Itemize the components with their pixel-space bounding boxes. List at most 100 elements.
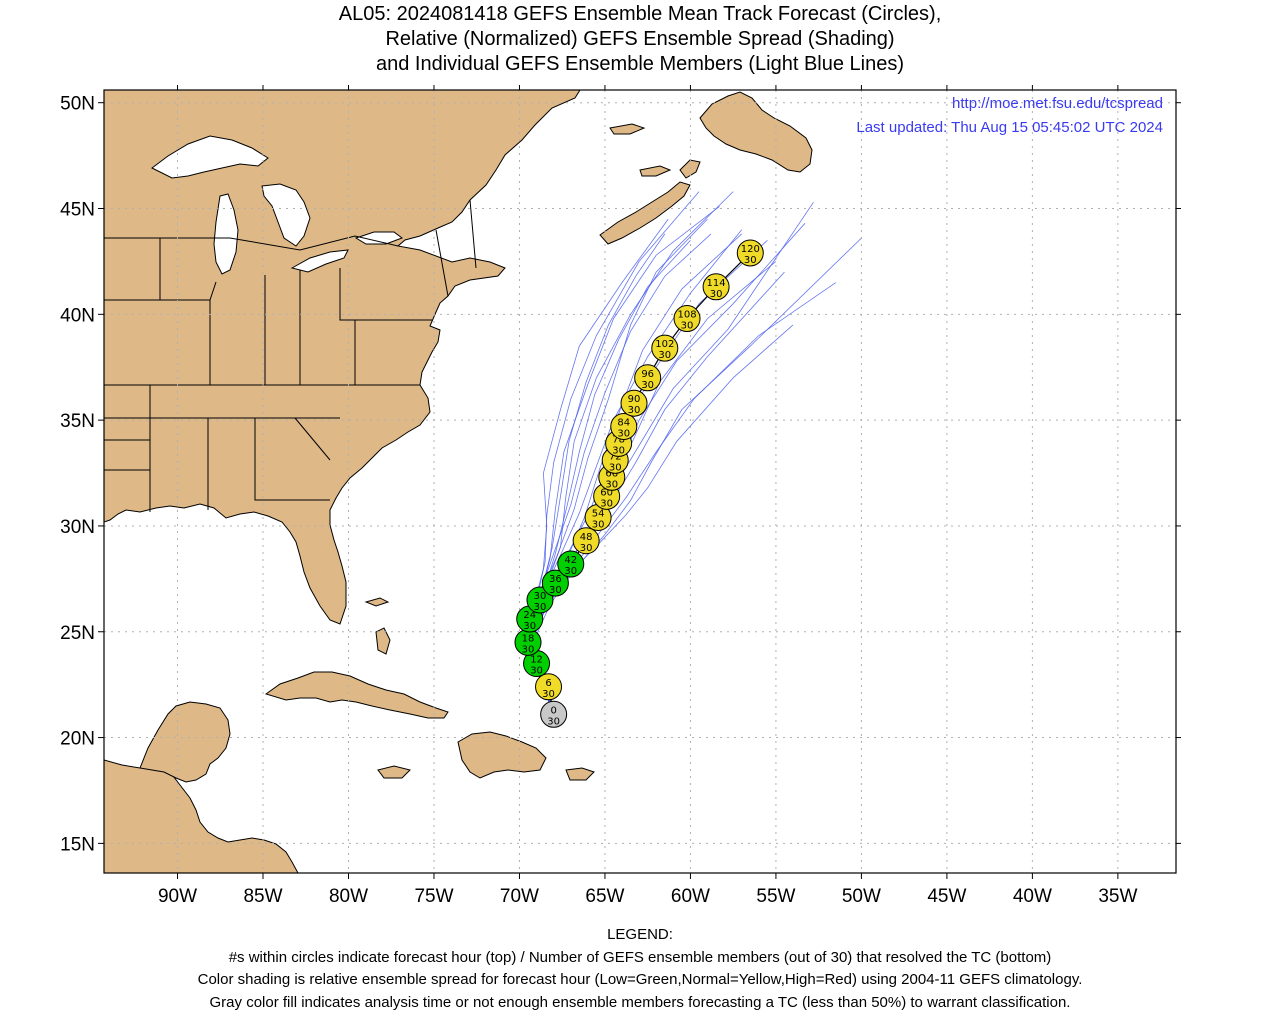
track-hour: 30: [534, 591, 547, 602]
lake-ontario: [354, 231, 404, 245]
track-circle: [526, 586, 554, 614]
lat-tick-label: 40N: [60, 305, 95, 326]
jamaica: [377, 765, 411, 779]
track-members: 30: [580, 543, 593, 554]
track-members: 30: [600, 498, 613, 509]
credit-updated: Last updated: Thu Aug 15 05:45:02 UTC 20…: [856, 119, 1163, 136]
track-hour: 54: [592, 508, 605, 519]
great-lakes: [151, 135, 404, 275]
track-circle: [651, 334, 679, 362]
track-hour: 114: [707, 278, 726, 289]
lon-tick-label: 80W: [329, 886, 368, 907]
legend-line-1: #s within circles indicate forecast hour…: [228, 948, 1052, 966]
track-members: 30: [609, 462, 622, 473]
andros-island: [375, 627, 391, 655]
track-members: 30: [617, 428, 630, 439]
track-hour: 102: [655, 339, 674, 350]
yucatan-landmass: [139, 701, 231, 783]
axis-ticks: 90W 85W 80W 75W 70W 65W 60W 55W 50W 45W 40W 35W 50N 4…: [60, 85, 1181, 907]
track-members: 30: [534, 602, 547, 613]
track-hour: 24: [523, 610, 536, 621]
newfoundland: [699, 91, 813, 173]
track-hour: 6: [545, 678, 551, 689]
track-circle: [610, 412, 638, 440]
track-circle: [572, 527, 600, 555]
track-hour: 78: [612, 434, 625, 445]
mean-track: 0306301230183024303030363042304830543060…: [514, 239, 764, 728]
title-line-2: Relative (Normalized) GEFS Ensemble Spre…: [385, 28, 895, 50]
track-hour: 108: [677, 310, 696, 321]
track-point: 630: [535, 673, 563, 701]
map-title: AL05: 2024081418 GEFS Ensemble Mean Trac…: [0, 2, 1280, 77]
track-circle: [736, 239, 764, 267]
track-members: 30: [681, 321, 694, 332]
lon-tick-label: 50W: [842, 886, 881, 907]
lat-tick-label: 35N: [60, 411, 95, 432]
track-hour: 60: [600, 487, 613, 498]
legend: LEGEND: #s within circles indicate forec…: [0, 924, 1280, 1014]
track-members: 30: [641, 380, 654, 391]
puerto-rico: [565, 767, 595, 781]
track-hour: 96: [641, 369, 654, 380]
lat-tick-label: 30N: [60, 517, 95, 538]
credit-url: http://moe.met.fsu.edu/tcspread: [952, 95, 1163, 112]
political-boundaries: [104, 199, 477, 512]
lon-tick-label: 45W: [927, 886, 966, 907]
track-circle: [702, 273, 730, 301]
lon-tick-label: 60W: [671, 886, 710, 907]
title-line-1: AL05: 2024081418 GEFS Ensemble Mean Trac…: [338, 3, 942, 25]
track-members: 30: [564, 566, 577, 577]
lat-tick-label: 15N: [60, 834, 95, 855]
track-circle: [540, 700, 568, 728]
lon-tick-label: 85W: [243, 886, 282, 907]
track-circle: [673, 305, 701, 333]
track-hour: 66: [605, 468, 618, 479]
lat-tick-label: 50N: [60, 94, 95, 115]
track-hour: 42: [564, 555, 577, 566]
track-circle: [634, 364, 662, 392]
nova-scotia: [599, 181, 691, 245]
lon-tick-label: 55W: [756, 886, 795, 907]
track-members: 30: [628, 405, 641, 416]
lat-tick-label: 25N: [60, 623, 95, 644]
lon-tick-label: 70W: [500, 886, 539, 907]
anticosti: [609, 123, 646, 135]
track-circle: [541, 569, 569, 597]
track-hour: 36: [549, 574, 562, 585]
legend-line-2: Color shading is relative ensemble sprea…: [197, 971, 1083, 988]
pei: [639, 165, 672, 177]
lon-tick-label: 40W: [1013, 886, 1052, 907]
lake-michigan: [213, 193, 239, 275]
track-members: 30: [605, 479, 618, 490]
lat-tick-label: 45N: [60, 200, 95, 221]
track-members: 30: [592, 519, 605, 530]
track-members: 30: [710, 289, 723, 300]
track-members: 30: [523, 621, 536, 632]
lon-tick-label: 65W: [585, 886, 624, 907]
track-hour: 0: [550, 705, 556, 716]
hispaniola: [457, 731, 547, 779]
track-hour: 18: [522, 633, 535, 644]
lake-erie: [290, 249, 349, 273]
track-hour: 90: [628, 394, 641, 405]
map-frame: [103, 89, 1177, 874]
legend-line-3: Gray color fill indicates analysis time …: [209, 993, 1071, 1011]
cuba: [264, 671, 449, 719]
track-members: 30: [549, 585, 562, 596]
track-hour: 12: [530, 654, 543, 665]
lon-tick-label: 75W: [414, 886, 453, 907]
legend-heading: LEGEND:: [607, 926, 673, 943]
track-hour: 120: [741, 244, 760, 255]
track-members: 30: [547, 716, 560, 727]
